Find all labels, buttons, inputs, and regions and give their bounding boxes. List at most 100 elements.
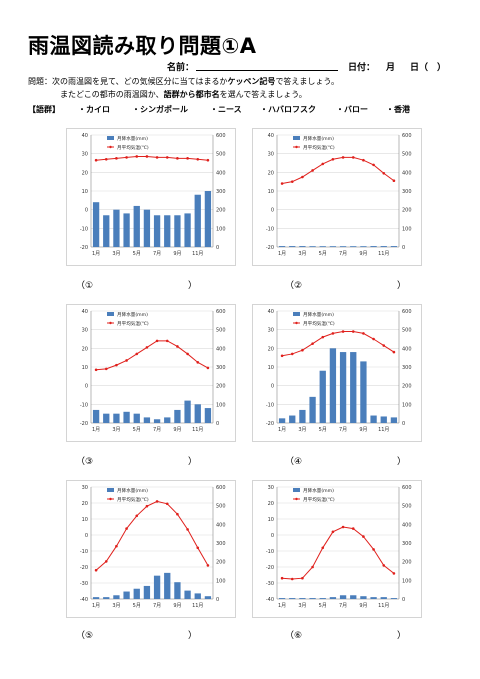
temp-line (96, 340, 209, 371)
temp-tick-label: -20 (266, 565, 274, 571)
temp-point (145, 346, 149, 349)
temp-tick-label: 10 (268, 189, 274, 195)
precip-bar (113, 413, 120, 423)
climate-chart-3: -20 -10 0 10 20 30 40 0 100 200 300 400 500 600 1月 3月 5月… (66, 304, 236, 442)
climate-chart-2: -20 -10 0 10 20 30 40 0 100 200 300 400 500 600 1月 3月 5月… (252, 128, 422, 266)
legend-temp-marker (295, 321, 298, 325)
legend-precip-label: 月降水量(mm) (303, 487, 334, 494)
precip-bar (329, 246, 337, 247)
precip-tick-label: 0 (402, 245, 405, 251)
temp-point (311, 565, 314, 569)
temp-tick-label: 40 (82, 133, 88, 139)
vocab-label: 【語群】 (28, 105, 60, 114)
precip-bar (164, 572, 171, 599)
legend-precip-swatch (293, 136, 300, 140)
name-field[interactable] (196, 70, 338, 71)
precip-tick-label: 500 (216, 328, 226, 334)
legend-temp-label: 月平均気温(℃) (117, 320, 149, 327)
temp-point (331, 157, 335, 161)
temp-point (280, 182, 284, 185)
legend-temp-marker (109, 497, 112, 501)
precip-bar (123, 213, 130, 247)
month-tick-label: 7月 (339, 603, 347, 609)
temp-point (115, 363, 118, 367)
precip-bar (370, 597, 377, 599)
precip-bar (143, 209, 151, 247)
month-tick-label: 11月 (378, 603, 389, 609)
precip-tick-label: 100 (216, 578, 226, 584)
month-tick-label: 1月 (278, 603, 286, 609)
month-tick-label: 3月 (298, 251, 306, 257)
temp-point (362, 535, 365, 538)
precip-bar (174, 215, 181, 247)
temp-point (104, 367, 108, 371)
temp-point (186, 352, 189, 356)
temp-point (155, 339, 159, 343)
precip-tick-label: 600 (216, 133, 226, 139)
precip-bar (339, 246, 347, 247)
precip-bar (299, 409, 306, 423)
temp-point (176, 512, 179, 516)
temp-point (341, 525, 345, 529)
temp-tick-label: -10 (80, 226, 88, 232)
temp-point (155, 156, 159, 159)
temp-line (281, 331, 395, 357)
precip-bar (350, 246, 357, 247)
precip-tick-label: 400 (216, 522, 226, 528)
legend-precip-swatch (107, 312, 114, 316)
precip-bar (390, 246, 398, 247)
temp-point (186, 157, 189, 160)
month-tick-label: 9月 (359, 603, 367, 609)
precip-bar (339, 595, 347, 599)
temp-point (135, 514, 139, 518)
precip-bar (153, 419, 161, 423)
temp-point (382, 171, 386, 175)
temp-point (362, 332, 365, 335)
precip-bar (194, 404, 201, 423)
temp-tick-label: 20 (268, 346, 274, 352)
temp-point (125, 156, 128, 159)
month-tick-label: 11月 (192, 251, 203, 257)
temp-tick-label: 30 (82, 152, 88, 158)
name-label: 名前： (167, 63, 195, 73)
precip-bar (339, 352, 347, 423)
month-tick-label: 3月 (112, 251, 120, 257)
temp-point (206, 158, 210, 162)
temp-point (372, 163, 375, 167)
precip-bar (309, 246, 316, 247)
legend-precip-label: 月降水量(mm) (117, 311, 148, 318)
question-line-1: 問題：次の雨温図を見て、どの気候区分に当てはまるかケッペン記号で答えましょう。 (28, 77, 339, 86)
month-tick-label: 1月 (92, 603, 100, 609)
temp-tick-label: 30 (268, 328, 274, 334)
temp-tick-label: 20 (268, 501, 274, 507)
temp-point (115, 544, 118, 548)
temp-point (351, 330, 355, 333)
precip-tick-label: 300 (216, 189, 226, 195)
temp-line (282, 526, 395, 580)
month-tick-label: 9月 (359, 251, 367, 257)
precip-tick-label: 200 (216, 560, 226, 566)
temp-point (165, 502, 169, 506)
precip-tick-label: 500 (402, 328, 412, 334)
legend-precip-swatch (293, 488, 300, 492)
precip-tick-label: 100 (216, 402, 226, 408)
temp-point (392, 350, 396, 354)
temp-tick-label: -20 (80, 245, 88, 251)
temp-line (96, 155, 208, 161)
month-tick-label: 5月 (133, 427, 141, 433)
temp-tick-label: -20 (266, 421, 274, 427)
vocab-item: ・ニース (210, 105, 242, 114)
precip-bar (360, 246, 367, 247)
precip-bar (92, 202, 100, 247)
precip-tick-label: 200 (216, 384, 226, 390)
temp-point (206, 564, 210, 567)
legend-temp-label: 月平均気温(℃) (303, 496, 335, 503)
precip-tick-label: 500 (402, 504, 412, 510)
precip-bar (350, 595, 357, 599)
precip-bar (380, 597, 387, 599)
precip-bar (123, 591, 130, 599)
temp-point (331, 530, 335, 534)
temp-point (125, 359, 128, 362)
